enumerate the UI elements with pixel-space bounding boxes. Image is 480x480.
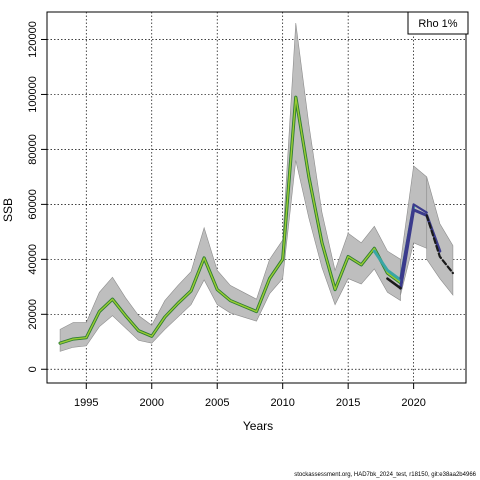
- x-axis-title: Years: [243, 419, 273, 433]
- y-axis-title: SSB: [1, 198, 15, 222]
- x-tick-label-1995: 1995: [74, 397, 98, 409]
- footer-credit: stockassessment.org, HAD7bk_2024_test, r…: [294, 472, 476, 478]
- confidence-band-4: [426, 176, 454, 296]
- y-tick-label-120000: 120000: [27, 21, 39, 58]
- y-tick-label-40000: 40000: [27, 244, 39, 275]
- series-line-3: [386, 277, 402, 290]
- legend: Rho 1%: [407, 11, 469, 35]
- x-tick-label-2020: 2020: [401, 397, 425, 409]
- series-line-5: [399, 203, 428, 280]
- x-tick-label-2005: 2005: [205, 397, 229, 409]
- confidence-bands: [59, 22, 454, 352]
- y-tick-label-20000: 20000: [27, 299, 39, 330]
- series-line-4: [425, 214, 455, 275]
- x-tick-label-2000: 2000: [140, 397, 164, 409]
- legend-label: Rho 1%: [418, 18, 457, 30]
- x-tick-label-2015: 2015: [336, 397, 360, 409]
- y-tick-label-100000: 100000: [27, 76, 39, 113]
- confidence-band-5: [400, 165, 428, 296]
- legend-box: [407, 11, 469, 35]
- axes: 1995 2000 2005 2010 2015 2020 0 20000 40000 60000…: [27, 11, 467, 409]
- series-lines: [58, 95, 455, 345]
- grid-lines: [47, 12, 466, 383]
- y-tick-label-80000: 80000: [27, 134, 39, 165]
- plot-frame: [46, 11, 467, 384]
- y-tick-label-60000: 60000: [27, 189, 39, 220]
- y-tick-label-0: 0: [27, 366, 39, 372]
- series-line-0-highlight: [59, 96, 402, 344]
- x-tick-label-2010: 2010: [270, 397, 294, 409]
